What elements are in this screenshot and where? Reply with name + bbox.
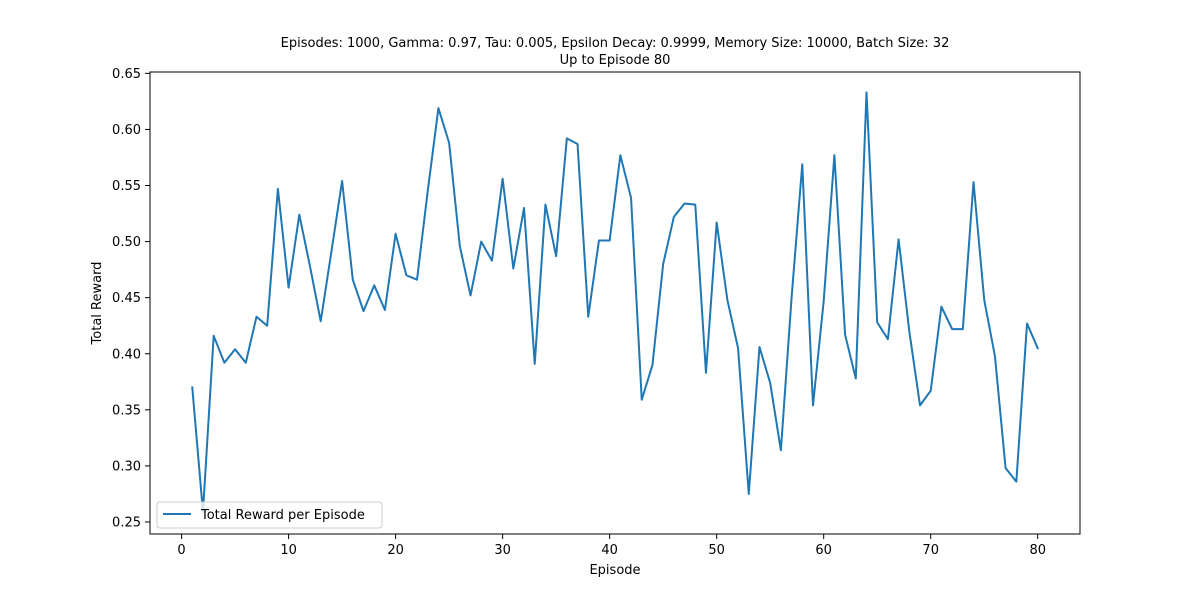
chart-title: Episodes: 1000, Gamma: 0.97, Tau: 0.005,…	[281, 36, 950, 51]
y-tick-label: 0.60	[112, 123, 141, 138]
plot-area-frame	[149, 71, 1081, 535]
y-tick-label: 0.50	[112, 235, 141, 250]
x-tick-label: 80	[1029, 543, 1046, 558]
x-tick-label: 20	[387, 543, 404, 558]
y-tick-label: 0.25	[112, 515, 141, 530]
legend: Total Reward per Episode	[156, 501, 383, 529]
legend-box	[156, 501, 383, 529]
y-tick-label: 0.55	[112, 179, 141, 194]
x-tick-label: 50	[708, 543, 725, 558]
legend-entry-label: Total Reward per Episode	[200, 508, 365, 523]
chart-subtitle: Up to Episode 80	[560, 53, 671, 68]
x-axis-ticks: 0 10 20 30 40 50 60 70 80	[177, 534, 1046, 558]
y-tick-label: 0.65	[112, 67, 141, 82]
y-axis-label: Total Reward	[90, 262, 105, 346]
x-tick-label: 30	[494, 543, 511, 558]
x-tick-label: 0	[177, 543, 185, 558]
y-tick-label: 0.40	[112, 347, 141, 362]
x-tick-label: 70	[922, 543, 939, 558]
series-line	[191, 91, 1040, 513]
y-tick-label: 0.45	[112, 291, 141, 306]
x-axis-label: Episode	[589, 563, 640, 578]
y-tick-label: 0.35	[112, 403, 141, 418]
y-tick-label: 0.30	[112, 459, 141, 474]
x-tick-label: 40	[601, 543, 618, 558]
x-tick-label: 10	[280, 543, 297, 558]
y-axis-ticks: 0.25 0.30 0.35 0.40 0.45 0.50 0.55 0.60 0.65	[112, 67, 150, 530]
x-tick-label: 60	[815, 543, 832, 558]
series-group	[191, 91, 1040, 513]
